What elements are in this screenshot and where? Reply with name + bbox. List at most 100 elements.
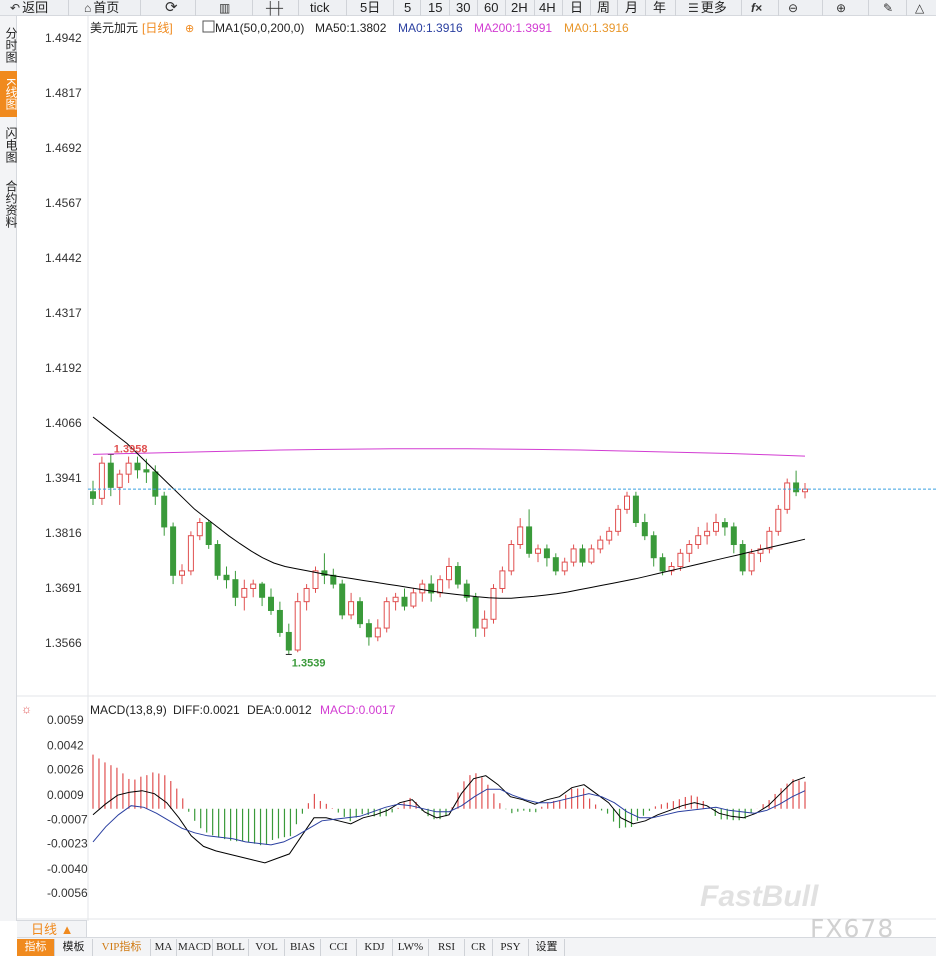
low-price-label: 1.3539 [292, 657, 326, 669]
settings-target-icon[interactable]: ⊕ [185, 23, 194, 35]
candle-body [526, 526, 533, 554]
period-60-button[interactable]: 60 [484, 0, 498, 16]
home-icon: ⌂ [84, 1, 92, 15]
candle-body [374, 627, 381, 638]
candle-body [268, 596, 274, 611]
refresh-button[interactable]: ⟳ [165, 0, 180, 16]
candle-body [205, 522, 212, 546]
back-button[interactable]: ↶ 返回 [10, 0, 48, 16]
candle-body [677, 552, 684, 567]
watermark: FastBull [700, 880, 819, 913]
macd-dea-line [92, 788, 806, 846]
tab-contract-info[interactable]: 合约资料 [4, 180, 18, 228]
candle-body [196, 522, 203, 537]
price-tick-label: 1.3816 [45, 526, 82, 540]
period-5-button[interactable]: 5 [404, 0, 411, 16]
period-day-button[interactable]: 日 [570, 0, 583, 16]
indicator-tab[interactable]: KDJ [357, 939, 393, 956]
candle-body [508, 544, 515, 572]
indicator-tab[interactable]: LW% [393, 939, 429, 956]
period-2h-label: 2H [511, 0, 528, 15]
candle-body [695, 535, 702, 546]
candle-body [481, 618, 488, 629]
period-5d-button[interactable]: 5日 [360, 0, 380, 16]
period-month-label: 月 [625, 0, 639, 15]
indicator-tab[interactable]: BIAS [285, 939, 321, 956]
candle-body [187, 535, 194, 572]
price-tick-label: 1.3691 [45, 581, 82, 595]
period-2h-button[interactable]: 2H [511, 0, 528, 16]
macd-axis: 0.0059 0.0042 0.0026 0.0009 -0.0007 -0.0023 -0… [47, 713, 88, 900]
formula-button[interactable]: f× [751, 0, 764, 16]
macd-diff-line [92, 775, 806, 864]
bar-chart-button[interactable]: ▥ [219, 0, 232, 16]
candle-body [704, 530, 711, 537]
tab-flash-chart[interactable]: 闪电图 [4, 127, 18, 163]
candle-body [606, 530, 613, 541]
candle-body [490, 587, 497, 620]
indicator-tab[interactable]: MA [151, 939, 177, 956]
candle-body [143, 469, 150, 473]
menu-icon: ☰ [688, 1, 699, 15]
macd-tick-label: -0.0040 [47, 862, 88, 876]
day-line-toggle[interactable]: 日线 ▲ [17, 920, 87, 937]
indicator-tab[interactable]: MACD [177, 939, 213, 956]
candlestick-icon: ┼┼ [266, 1, 284, 15]
high-price-label: 1.3958 [114, 443, 148, 455]
indicator-tab[interactable]: 模板 [55, 939, 93, 956]
collapse-button[interactable]: △ [915, 0, 926, 16]
price-tick-label: 1.4692 [45, 141, 82, 155]
candle-body [588, 548, 595, 563]
period-4h-button[interactable]: 4H [539, 0, 556, 16]
tick-button[interactable]: tick [310, 0, 330, 16]
indicator-tab[interactable]: CCI [321, 939, 357, 956]
price-tick-label: 1.4817 [45, 86, 82, 100]
candle-body [597, 539, 604, 550]
chart-area[interactable]: 美元加元 [日线] ⊕ MA1(50,0,200,0) MA50:1.3802 … [17, 16, 936, 921]
draw-button[interactable]: ✎ [883, 0, 895, 16]
indicator-tab[interactable]: 设置 [529, 939, 565, 956]
candle-body [285, 631, 292, 651]
candle-body [179, 570, 185, 576]
candle-body [766, 530, 773, 550]
tab-timeshare[interactable]: 分时图 [4, 27, 18, 63]
candle-body [615, 508, 622, 532]
candle-body [713, 522, 719, 532]
candle-body [517, 526, 524, 546]
indicator-tab[interactable]: BOLL [213, 939, 249, 956]
period-15-button[interactable]: 15 [428, 0, 442, 16]
macd-settings-icon[interactable]: ☼ [21, 702, 32, 716]
candle-body [748, 552, 755, 572]
zoom-in-button[interactable]: ⊕ [836, 0, 848, 16]
candle-body [775, 508, 782, 532]
indicator-tab[interactable]: CR [465, 939, 493, 956]
candle-button[interactable]: ┼┼ [266, 0, 285, 16]
macd-tick-label: 0.0009 [47, 788, 84, 802]
ma0-orange-value: MA0:1.3916 [564, 21, 629, 35]
tab-kline[interactable]: K线图 [0, 71, 18, 117]
more-button[interactable]: ☰ 更多 [688, 0, 727, 16]
indicator-tab[interactable]: PSY [493, 939, 529, 956]
indicator-toggle-icon[interactable] [202, 20, 215, 33]
candle-body [686, 544, 693, 554]
watermark-code: FX678 [810, 914, 895, 943]
price-tick-label: 1.4567 [45, 196, 82, 210]
candle-body [161, 495, 168, 528]
indicator-tab[interactable]: VOL [249, 939, 285, 956]
macd-tick-label: -0.0023 [47, 836, 88, 850]
period-week-button[interactable]: 周 [597, 0, 610, 16]
home-label: 首页 [93, 0, 120, 15]
zoom-out-button[interactable]: ⊖ [788, 0, 800, 16]
period-year-button[interactable]: 年 [653, 0, 666, 16]
candle-body [401, 596, 408, 607]
candle-body [632, 495, 639, 524]
indicator-tab[interactable]: RSI [429, 939, 465, 956]
bar-chart-icon: ▥ [219, 1, 231, 15]
candle-body [650, 535, 657, 559]
period-30-button[interactable]: 30 [456, 0, 470, 16]
candle-body [392, 596, 399, 603]
period-month-button[interactable]: 月 [625, 0, 638, 16]
indicator-tab[interactable]: 指标 [17, 939, 55, 956]
indicator-tab[interactable]: VIP指标 [93, 939, 151, 956]
home-button[interactable]: ⌂ 首页 [84, 0, 119, 16]
